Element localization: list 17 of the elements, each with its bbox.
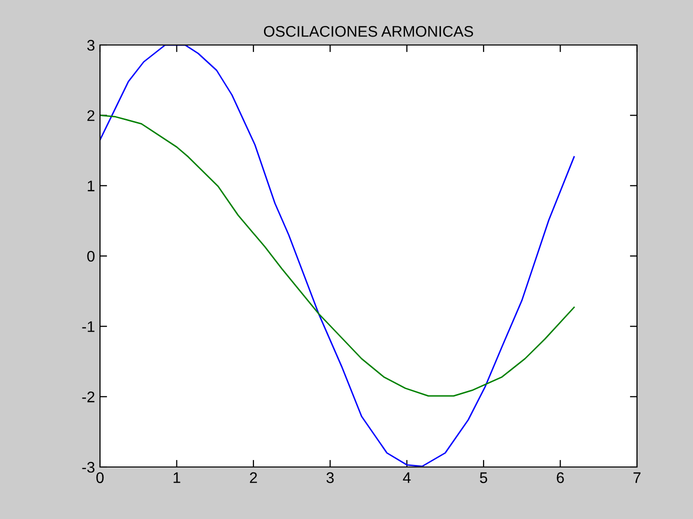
y-tick-label: 2 bbox=[87, 110, 94, 121]
line-series bbox=[100, 114, 575, 397]
x-tick-label: 3 bbox=[326, 472, 334, 484]
x-tick-label: 6 bbox=[556, 472, 564, 484]
x-tick-label: 2 bbox=[250, 472, 257, 483]
x-tick-label: 4 bbox=[402, 472, 411, 483]
y-tick-label: 0 bbox=[87, 250, 95, 262]
y-tick-label: 1 bbox=[88, 180, 94, 192]
y-tick-label: -3 bbox=[82, 462, 94, 473]
chart-title: OSCILACIONES ARMONICAS bbox=[264, 26, 474, 37]
x-tick-label: 5 bbox=[480, 472, 488, 484]
y-tick-label: -1 bbox=[82, 321, 94, 332]
x-tick-label: 7 bbox=[634, 472, 640, 483]
x-tick-label: 0 bbox=[96, 472, 104, 484]
y-tick-label: -2 bbox=[82, 392, 94, 402]
y-tick-label: 3 bbox=[87, 40, 94, 51]
x-tick-label: 1 bbox=[174, 472, 180, 483]
